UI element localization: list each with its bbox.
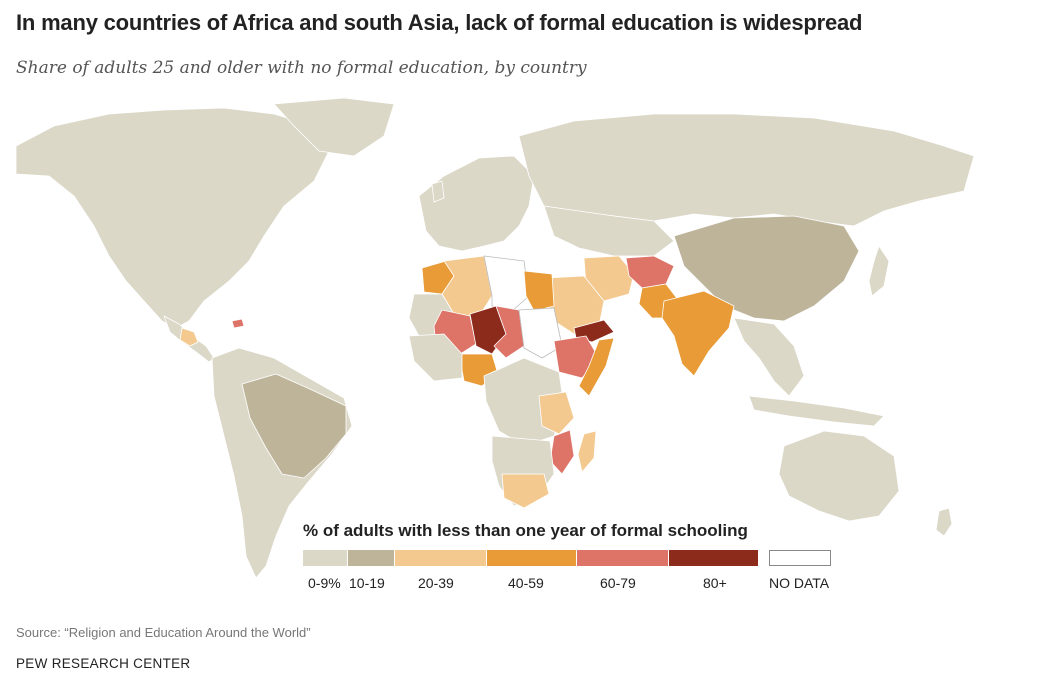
region-india [661,290,735,377]
legend-color-bar [303,550,759,566]
world-map [15,97,975,579]
region-russia [518,113,975,227]
region-guatemala [179,327,199,347]
legend-label-5: 80+ [703,575,727,591]
chart-subtitle: Share of adults 25 and older with no for… [16,58,587,78]
region-somalia [578,337,615,397]
region-new-zealand [935,507,953,537]
region-egypt [523,270,555,312]
region-indonesia [748,395,885,427]
region-libya [483,255,530,312]
region-madagascar [577,430,597,473]
region-sudan [518,307,563,359]
source-note: Source: “Religion and Education Around t… [16,625,311,640]
legend-label-0: 0-9% [308,575,341,591]
region-tanzania [538,391,575,435]
region-japan [868,245,890,297]
legend-label-nodata: NO DATA [769,575,830,591]
region-north-america [15,107,330,329]
region-coastal-west-africa [408,333,463,382]
legend-swatch-5 [669,550,759,566]
legend-swatch-3 [487,550,577,566]
region-south-africa [501,473,550,509]
region-uk [431,180,445,203]
legend-swatch-nodata [769,550,831,566]
legend-title: % of adults with less than one year of f… [303,521,748,540]
legend-label-2: 20-39 [418,575,454,591]
legend-swatch-4 [577,550,669,566]
region-afghanistan [625,255,675,289]
region-haiti [231,318,245,329]
region-australia [778,430,900,522]
legend-label-4: 60-79 [600,575,636,591]
region-brazil [241,373,347,479]
legend-swatch-2 [395,550,487,566]
chart-title: In many countries of Africa and south As… [16,10,863,35]
legend-swatch-1 [348,550,395,566]
region-greenland [273,97,395,157]
legend-swatch-0 [303,550,348,566]
brand-logo-text: PEW RESEARCH CENTER [16,656,191,671]
legend-label-1: 10-19 [349,575,385,591]
region-europe [418,155,535,252]
region-china [673,215,860,322]
legend-label-3: 40-59 [508,575,544,591]
region-southeast-asia [733,317,805,397]
